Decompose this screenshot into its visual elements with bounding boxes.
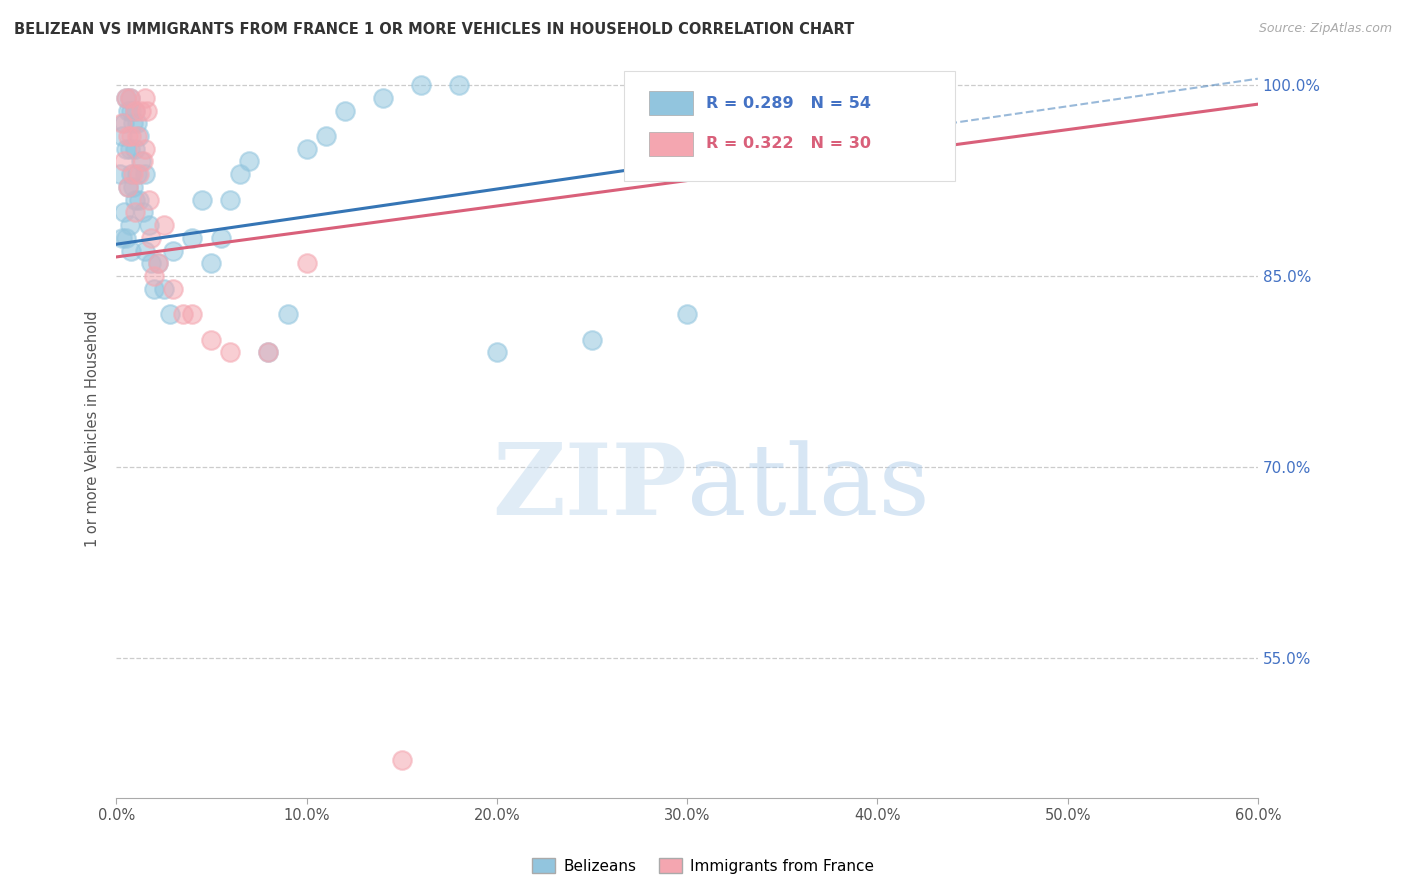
Point (114, 91, 136, 105)
Point (121, 103, 143, 118)
Point (124, 142, 146, 156)
Point (153, 218, 176, 232)
Point (129, 154, 152, 169)
Text: ZIP: ZIP (492, 440, 688, 536)
Text: BELIZEAN VS IMMIGRANTS FROM FRANCE 1 OR MORE VEHICLES IN HOUSEHOLD CORRELATION C: BELIZEAN VS IMMIGRANTS FROM FRANCE 1 OR … (14, 22, 855, 37)
Point (391, 753, 413, 767)
Point (257, 345, 280, 359)
Point (134, 91, 156, 105)
Point (219, 193, 242, 207)
Point (139, 256, 162, 270)
Point (118, 142, 141, 156)
Point (333, 103, 356, 118)
Point (257, 345, 280, 359)
Point (181, 307, 204, 321)
Point (229, 167, 252, 181)
Point (122, 167, 145, 181)
Point (129, 103, 152, 118)
Point (134, 167, 156, 181)
Point (112, 205, 135, 219)
Y-axis label: 1 or more Vehicles in Household: 1 or more Vehicles in Household (86, 310, 100, 547)
Point (146, 256, 169, 270)
Point (121, 167, 143, 181)
Point (219, 345, 242, 359)
Point (143, 282, 166, 296)
Text: Source: ZipAtlas.com: Source: ZipAtlas.com (1258, 22, 1392, 36)
Point (143, 268, 166, 283)
Point (127, 128, 149, 143)
Point (409, 78, 432, 92)
Point (121, 128, 143, 143)
Point (295, 256, 318, 270)
Point (138, 193, 160, 207)
Point (122, 180, 145, 194)
Point (485, 345, 508, 359)
Point (108, 167, 131, 181)
Point (118, 218, 141, 232)
Point (134, 142, 156, 156)
Point (117, 128, 139, 143)
Point (117, 180, 139, 194)
Text: R = 0.289   N = 54: R = 0.289 N = 54 (706, 95, 872, 111)
Point (132, 205, 155, 219)
Point (124, 193, 146, 207)
Point (315, 128, 337, 143)
Point (676, 307, 699, 321)
Point (162, 282, 184, 296)
Point (276, 307, 298, 321)
Point (200, 256, 222, 270)
Point (124, 205, 146, 219)
Point (127, 167, 149, 181)
Point (111, 128, 134, 143)
Point (238, 154, 260, 169)
Point (112, 154, 135, 169)
Text: atlas: atlas (688, 440, 929, 536)
Point (139, 231, 162, 245)
Point (118, 91, 141, 105)
Point (172, 307, 194, 321)
Point (134, 244, 156, 258)
Point (181, 231, 204, 245)
Point (117, 180, 139, 194)
FancyBboxPatch shape (650, 91, 693, 115)
Legend: Belizeans, Immigrants from France: Belizeans, Immigrants from France (526, 852, 880, 880)
Point (138, 218, 160, 232)
Point (447, 78, 470, 92)
Point (128, 128, 150, 143)
Point (118, 91, 141, 105)
Point (121, 244, 143, 258)
Point (191, 193, 214, 207)
Point (114, 231, 136, 245)
Point (581, 333, 603, 347)
Point (209, 231, 232, 245)
Point (135, 103, 157, 118)
Point (153, 282, 176, 296)
Point (371, 91, 394, 105)
Point (159, 307, 181, 321)
FancyBboxPatch shape (624, 70, 955, 181)
Point (124, 103, 146, 118)
Point (146, 256, 169, 270)
Point (200, 333, 222, 347)
Point (295, 142, 318, 156)
Point (162, 244, 184, 258)
Point (117, 103, 139, 118)
Point (128, 193, 150, 207)
Point (111, 231, 134, 245)
Point (128, 167, 150, 181)
Text: R = 0.322   N = 30: R = 0.322 N = 30 (706, 136, 872, 152)
Point (114, 91, 136, 105)
Point (127, 116, 149, 130)
Point (132, 154, 155, 169)
Point (111, 116, 134, 130)
Point (112, 116, 135, 130)
Point (114, 142, 136, 156)
FancyBboxPatch shape (650, 132, 693, 155)
Point (124, 103, 146, 118)
Point (122, 116, 145, 130)
